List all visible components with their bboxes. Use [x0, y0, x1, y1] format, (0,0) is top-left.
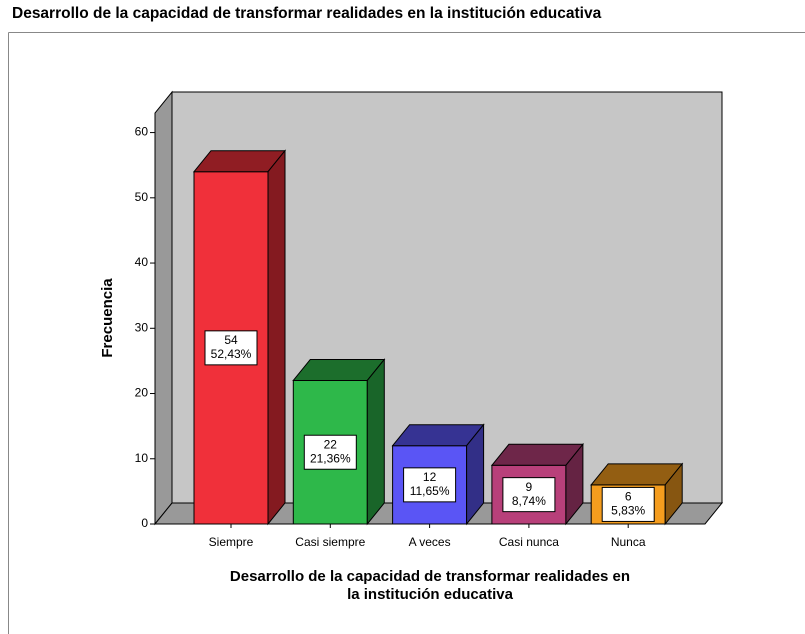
value-label: 54 — [224, 333, 238, 347]
percent-label: 11,65% — [410, 484, 450, 498]
percent-label: 52,43% — [211, 347, 252, 361]
y-tick-label: 30 — [135, 320, 149, 334]
x-tick-label: Casi nunca — [499, 535, 559, 549]
label-box — [502, 477, 556, 513]
x-tick-label: Siempre — [209, 535, 254, 549]
bar-side — [565, 442, 584, 526]
x-axis-title: la institución educativa — [347, 586, 514, 603]
y-tick-label: 60 — [135, 125, 149, 139]
x-tick-label: Nunca — [611, 535, 646, 549]
label-box — [601, 486, 655, 522]
y-tick-label: 10 — [135, 451, 149, 465]
value-label: 6 — [625, 490, 632, 504]
left-wall — [154, 90, 173, 526]
x-tick-label: A veces — [409, 535, 451, 549]
value-label: 12 — [423, 470, 437, 484]
y-tick-label: 40 — [135, 255, 149, 269]
x-axis-title: Desarrollo de la capacidad de transforma… — [230, 568, 630, 585]
bar-side — [267, 149, 286, 526]
value-label: 22 — [324, 437, 338, 451]
percent-label: 21,36% — [310, 451, 351, 465]
bar-side — [366, 358, 385, 526]
y-tick-label: 50 — [135, 190, 149, 204]
percent-label: 8,74% — [512, 494, 546, 508]
value-label: 9 — [526, 480, 533, 494]
percent-label: 5,83% — [611, 504, 645, 518]
y-tick-label: 20 — [135, 386, 149, 400]
y-axis-title: Frecuencia — [99, 278, 116, 358]
chart-title: Desarrollo de la capacidad de transforma… — [12, 5, 602, 22]
x-tick-label: Casi siempre — [295, 535, 365, 549]
bar-side — [466, 423, 485, 526]
label-box — [403, 467, 457, 503]
label-box — [303, 434, 357, 470]
label-box — [204, 330, 258, 366]
y-tick-label: 0 — [141, 516, 148, 530]
bar-side — [664, 462, 683, 526]
